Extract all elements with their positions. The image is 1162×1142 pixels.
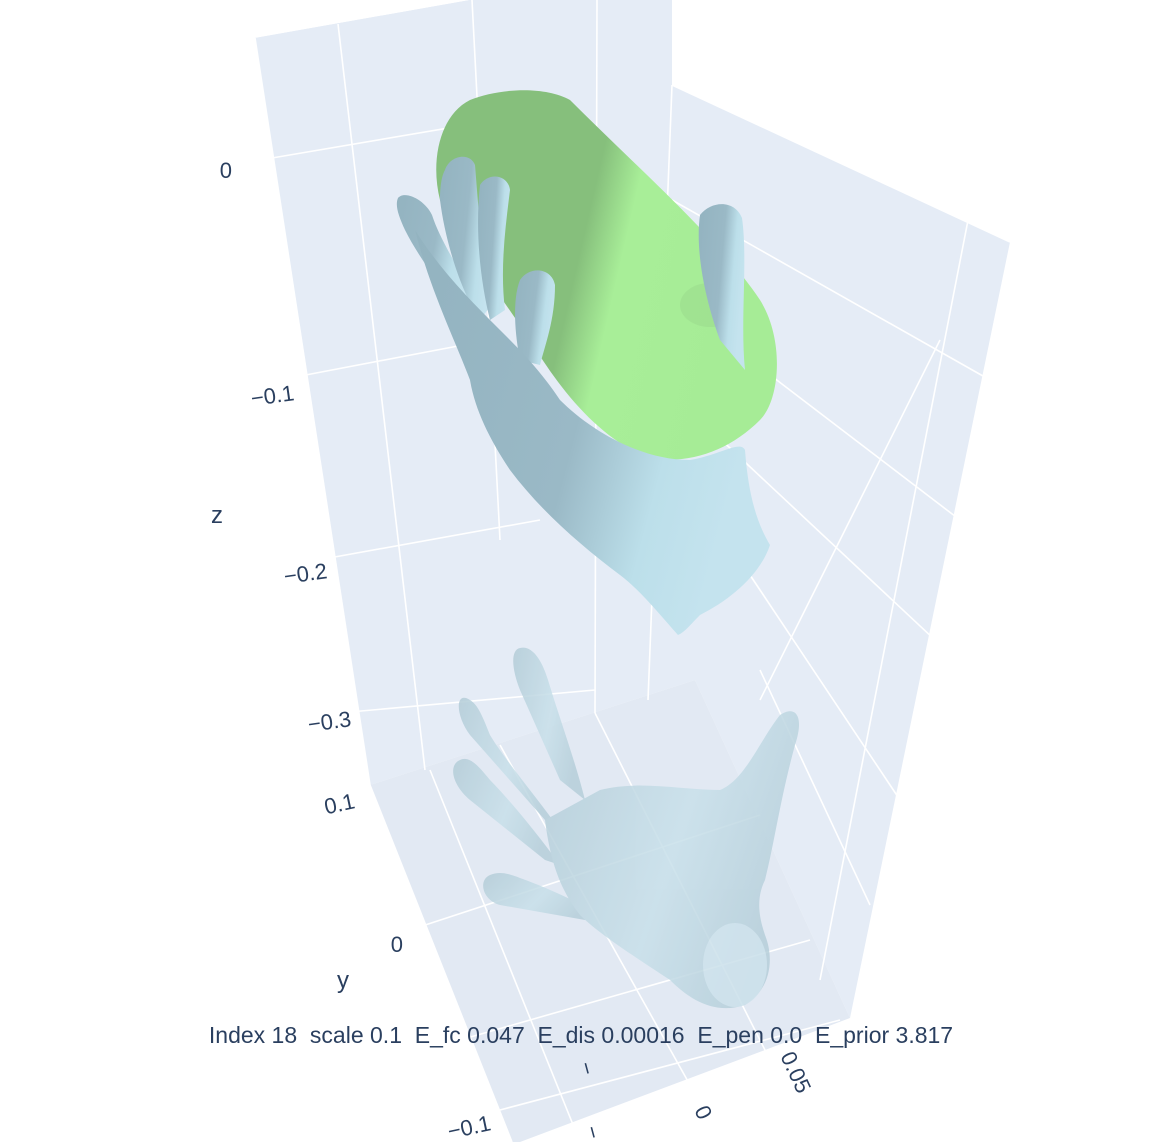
optimized-hand: [396, 156, 770, 635]
left-plane: [255, 0, 470, 785]
z-tick-1: −0.1: [249, 380, 295, 411]
y-axis-title: y: [337, 967, 349, 994]
x-tick-1: 0: [689, 1102, 717, 1124]
z-tick-2: −0.2: [282, 558, 328, 589]
initial-hand: [453, 647, 800, 1009]
x-tick-3: −: [579, 1123, 606, 1142]
y-tick-0: 0.1: [322, 788, 357, 819]
y-tick-1: 0: [391, 932, 403, 957]
z-axis: 0 −0.1 −0.2 −0.3 z: [211, 158, 353, 737]
y-tick-2: −0.1: [445, 1110, 493, 1142]
z-tick-0: 0: [220, 158, 232, 183]
z-tick-3: −0.3: [306, 706, 352, 737]
z-axis-title: z: [211, 502, 223, 529]
x-tick-0: 0.05: [775, 1048, 816, 1097]
figure-caption: Index 18 scale 0.1 E_fc 0.047 E_dis 0.00…: [208, 1022, 954, 1048]
x-tick-2: −: [573, 1059, 600, 1078]
